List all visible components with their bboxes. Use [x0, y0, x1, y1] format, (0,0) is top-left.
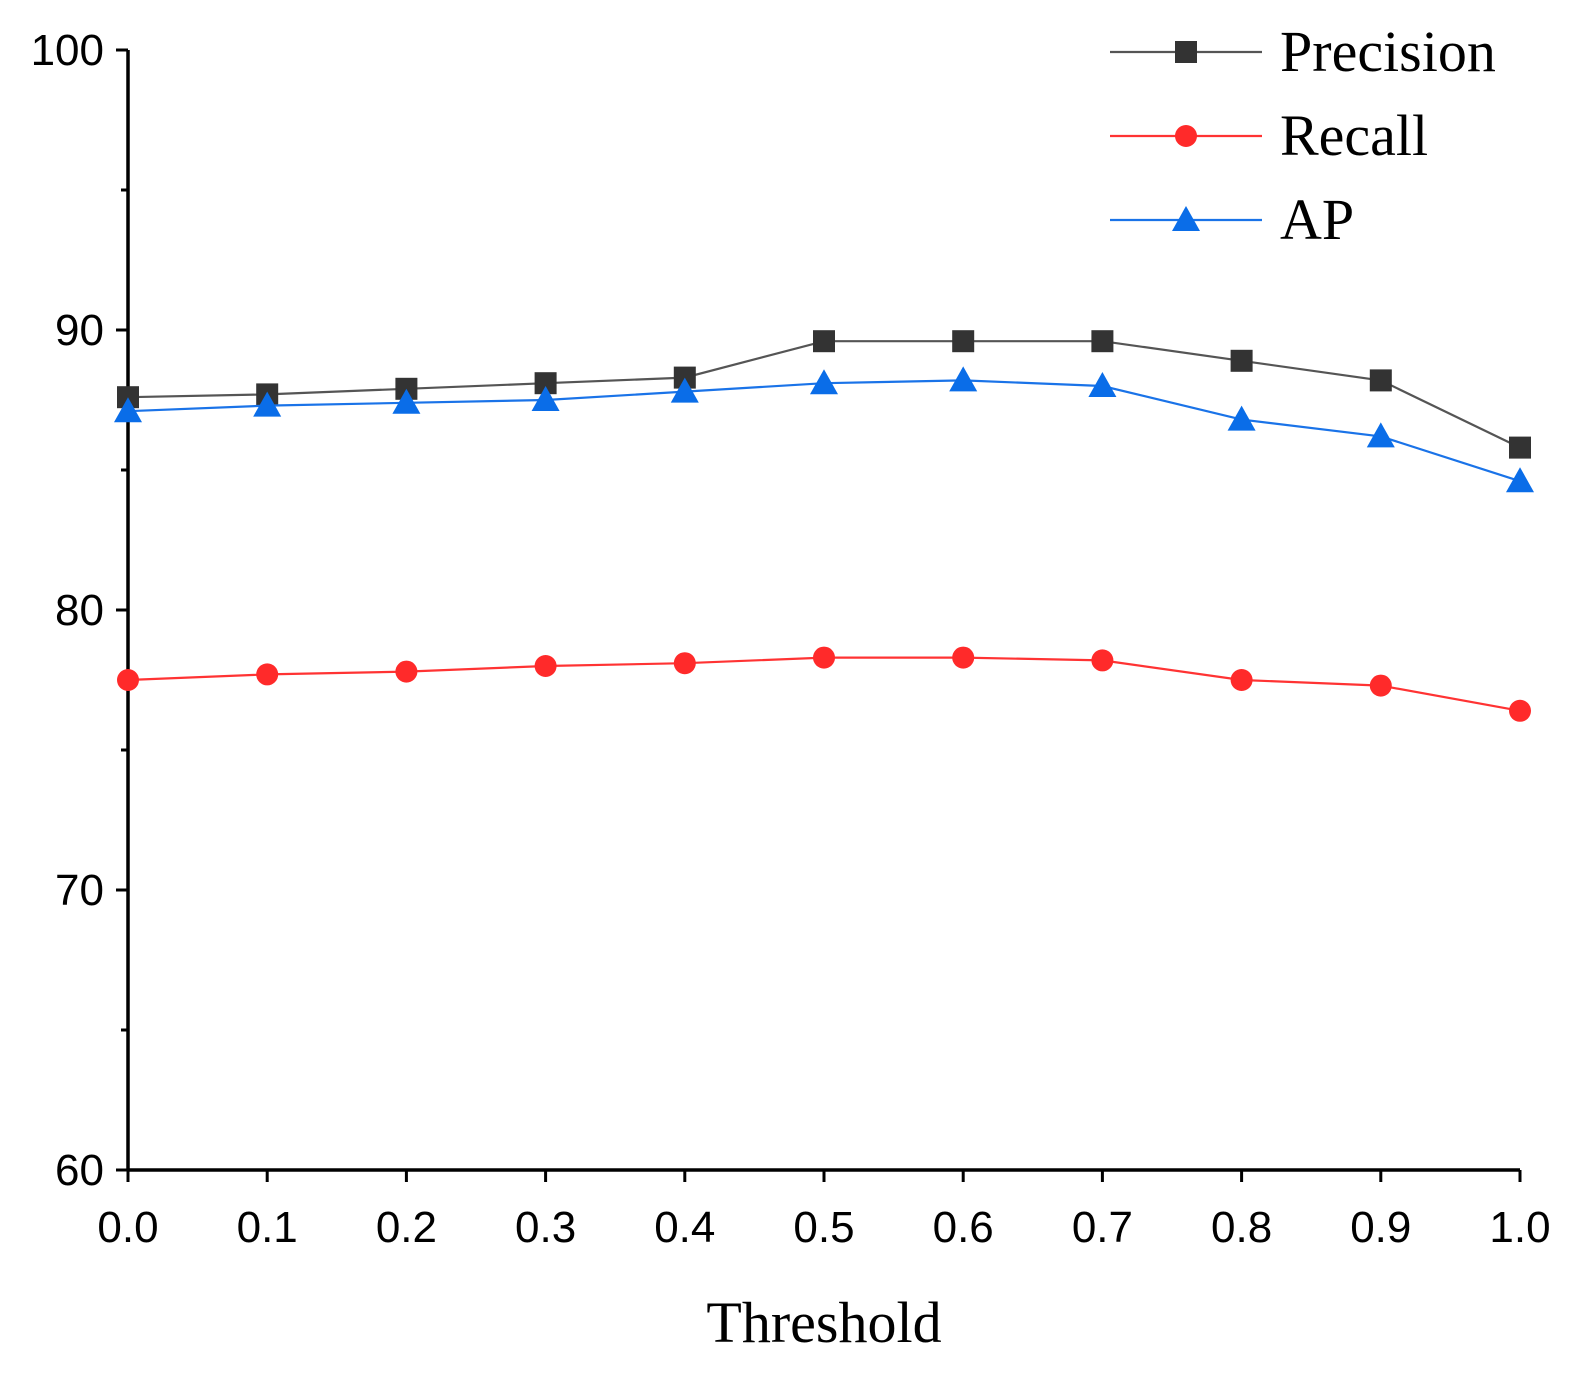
- legend-label: Recall: [1280, 103, 1428, 168]
- x-tick-label: 0.1: [237, 1203, 298, 1252]
- x-ticks: 0.0 0.1 0.2 0.3 0.4 0.5 0.6 0.7 0.8 0.9 1.0: [97, 1170, 1551, 1252]
- legend-marker: [1175, 41, 1197, 63]
- precision-point: [813, 330, 835, 353]
- x-tick-label: 0.4: [654, 1203, 715, 1252]
- precision-point: [1509, 436, 1531, 459]
- ap-point: [114, 397, 142, 423]
- ap-point: [810, 369, 838, 395]
- legend: Precision Recall AP: [1110, 19, 1496, 252]
- series-recall: [117, 646, 1531, 722]
- y-tick-label: 70: [55, 866, 104, 915]
- legend-item-precision: Precision: [1110, 19, 1496, 84]
- x-tick-label: 0.2: [376, 1203, 437, 1252]
- precision-point: [1230, 349, 1253, 372]
- ap-point: [1227, 405, 1256, 431]
- legend-marker: [1172, 206, 1200, 231]
- recall-point: [395, 660, 418, 683]
- ap-point: [1366, 422, 1395, 448]
- precision-point: [1369, 369, 1392, 392]
- recall-point: [1091, 649, 1114, 672]
- ap-point: [392, 388, 421, 414]
- precision-point: [952, 330, 975, 353]
- y-tick-label: 90: [55, 306, 104, 355]
- series-ap: [114, 366, 1534, 493]
- recall-point: [1230, 669, 1253, 691]
- x-tick-label: 0.8: [1211, 1203, 1272, 1252]
- x-axis-title: Threshold: [706, 1290, 941, 1355]
- ap-line: [127, 379, 1521, 483]
- x-tick-label: 0.3: [515, 1203, 576, 1252]
- series-precision: [117, 330, 1531, 459]
- precision-line: [127, 340, 1521, 449]
- ap-point: [253, 391, 282, 417]
- recall-point: [117, 669, 139, 691]
- recall-point: [256, 663, 279, 686]
- ap-point: [670, 377, 699, 403]
- recall-point: [1369, 674, 1392, 697]
- recall-point: [1509, 699, 1531, 722]
- ap-point: [1506, 467, 1534, 493]
- series-layer: [114, 330, 1534, 722]
- y-tick-label: 80: [55, 586, 104, 635]
- x-tick-label: 0.5: [793, 1203, 854, 1252]
- y-tick-label: 100: [31, 26, 104, 75]
- recall-point: [813, 646, 835, 669]
- legend-marker: [1175, 125, 1197, 147]
- x-tick-label: 0.7: [1072, 1203, 1133, 1252]
- precision-point: [1091, 330, 1114, 353]
- x-tick-label: 0.6: [933, 1203, 994, 1252]
- legend-label: AP: [1280, 187, 1354, 252]
- y-tick-label: 60: [55, 1146, 104, 1195]
- legend-item-ap: AP: [1110, 187, 1354, 252]
- x-tick-label: 0.0: [97, 1203, 158, 1252]
- ap-point: [1088, 372, 1117, 397]
- x-tick-label: 0.9: [1350, 1203, 1411, 1252]
- ap-point: [531, 386, 560, 411]
- recall-point: [952, 646, 975, 669]
- x-tick-label: 1.0: [1489, 1203, 1550, 1252]
- legend-label: Precision: [1280, 19, 1496, 84]
- precision-point: [534, 372, 557, 395]
- y-ticks: 60 70 80 90 100: [31, 26, 128, 1195]
- legend-item-recall: Recall: [1110, 103, 1428, 168]
- recall-point: [673, 652, 696, 675]
- recall-point: [534, 655, 557, 677]
- ap-point: [949, 366, 978, 392]
